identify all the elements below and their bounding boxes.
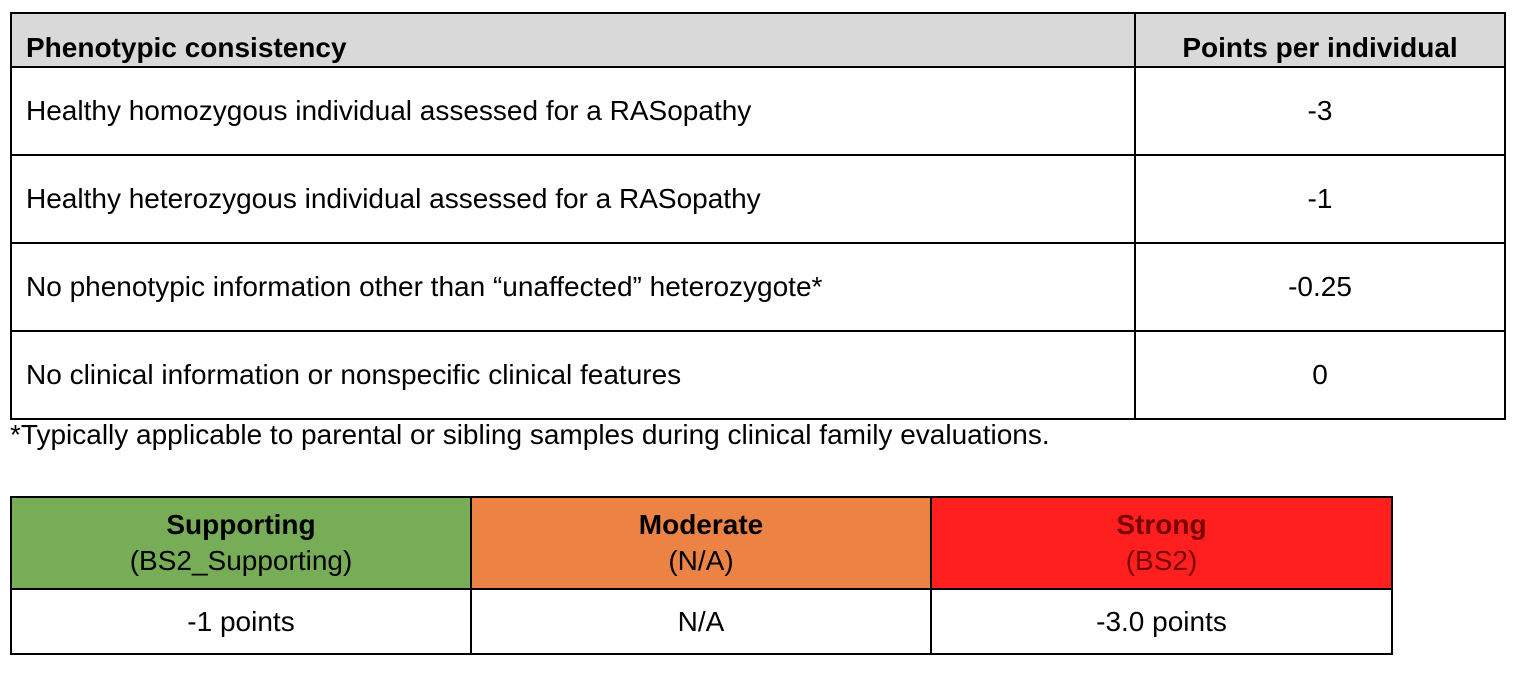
level-strong: Strong (BS2) [930, 496, 1393, 590]
table-row: No phenotypic information other than “un… [10, 242, 1506, 332]
row-label: Healthy heterozygous individual assessed… [10, 154, 1136, 244]
level-points: -1 points [10, 588, 472, 655]
table-row: No clinical information or nonspecific c… [10, 330, 1506, 420]
level-supporting: Supporting (BS2_Supporting) [10, 496, 472, 590]
header-points-per-individual: Points per individual [1134, 12, 1506, 68]
row-points: -3 [1134, 66, 1506, 156]
level-points: N/A [470, 588, 932, 655]
row-points: -0.25 [1134, 242, 1506, 332]
row-points: 0 [1134, 330, 1506, 420]
row-label: No phenotypic information other than “un… [10, 242, 1136, 332]
level-name: Strong [1116, 509, 1207, 540]
table-header-row: Phenotypic consistency Points per indivi… [10, 12, 1506, 68]
level-name: Supporting [166, 509, 316, 540]
level-name: Moderate [638, 509, 764, 540]
header-phenotypic-consistency: Phenotypic consistency [10, 12, 1136, 68]
phenotypic-consistency-table: Phenotypic consistency Points per indivi… [10, 12, 1506, 420]
row-label: No clinical information or nonspecific c… [10, 330, 1136, 420]
level-code: (N/A) [668, 545, 734, 576]
row-label: Healthy homozygous individual assessed f… [10, 66, 1136, 156]
footnote: *Typically applicable to parental or sib… [10, 419, 1050, 450]
level-code: (BS2) [1125, 545, 1198, 576]
level-code: (BS2_Supporting) [129, 545, 353, 576]
level-points: -3.0 points [930, 588, 1393, 655]
strength-header-row: Supporting (BS2_Supporting) Moderate (N/… [10, 496, 1393, 590]
evidence-strength-table: Supporting (BS2_Supporting) Moderate (N/… [10, 496, 1393, 655]
level-moderate: Moderate (N/A) [470, 496, 932, 590]
strength-points-row: -1 points N/A -3.0 points [10, 588, 1393, 655]
table-row: Healthy heterozygous individual assessed… [10, 154, 1506, 244]
row-points: -1 [1134, 154, 1506, 244]
table-row: Healthy homozygous individual assessed f… [10, 66, 1506, 156]
